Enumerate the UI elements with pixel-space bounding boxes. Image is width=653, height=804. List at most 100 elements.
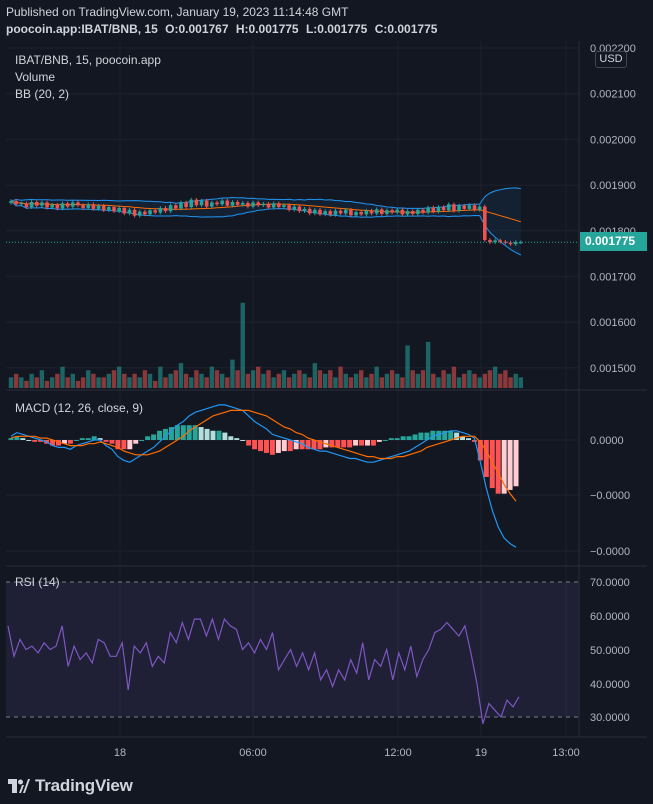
volume-bar: [451, 366, 457, 388]
candle-body: [194, 199, 199, 206]
rsi-axis-label: 60.0000: [590, 611, 630, 623]
volume-bar: [153, 380, 158, 388]
volume-legend[interactable]: Volume: [15, 70, 56, 84]
macd-histogram-bar: [418, 432, 424, 440]
candle-body: [107, 207, 111, 211]
macd-histogram-bar: [424, 432, 430, 440]
volume-bar: [86, 370, 91, 388]
candle-body: [271, 203, 276, 208]
macd-histogram-bar: [246, 440, 252, 446]
volume-bar: [467, 370, 472, 388]
macd-histogram-bar: [115, 440, 121, 450]
volume-bar: [307, 377, 312, 388]
macd-histogram-bar: [394, 438, 400, 440]
volume-bar: [256, 366, 261, 388]
volume-bar: [65, 377, 70, 388]
rsi-line: [7, 617, 520, 724]
candle-body: [374, 209, 379, 214]
volume-bar: [50, 377, 55, 388]
macd-histogram-bar: [442, 430, 448, 440]
main-legend-symbol[interactable]: IBAT/BNB, 15, poocoin.app: [15, 53, 161, 67]
bb-fill: [11, 187, 521, 255]
macd-histogram-bar: [216, 430, 222, 440]
candle-body: [101, 205, 106, 211]
candle-body: [477, 206, 482, 210]
volume-bar: [431, 373, 436, 388]
candle-body: [472, 205, 477, 210]
macd-histogram-bar: [263, 440, 269, 453]
bb-legend[interactable]: BB (20, 2): [15, 87, 70, 101]
candle-body: [318, 209, 322, 215]
price-axis-label: 0.001600: [590, 317, 636, 329]
macd-histogram-bar: [103, 440, 109, 442]
volume-bar: [189, 377, 194, 388]
candle-body: [369, 210, 374, 214]
bb-basis-line: [10, 200, 522, 223]
close-value: 0.001775: [387, 22, 438, 36]
symbol-label: poocoin.app:IBAT/BNB, 15: [6, 22, 158, 36]
macd-histogram-bar: [364, 440, 370, 446]
candle-body: [14, 201, 18, 205]
time-axis-label: 19: [475, 747, 487, 759]
candle-body: [235, 202, 240, 205]
candle-body: [395, 209, 400, 213]
candle-body: [220, 200, 224, 205]
macd-histogram-bar: [436, 430, 442, 440]
volume-bar: [369, 373, 374, 388]
macd-histogram-bar: [329, 440, 335, 448]
candle-body: [230, 202, 235, 206]
volume-bar: [70, 373, 75, 388]
macd-line: [10, 404, 517, 548]
volume-bar: [328, 370, 333, 388]
macd-histogram-bar: [133, 440, 139, 444]
macd-histogram-bar: [139, 440, 145, 441]
candle-body: [400, 209, 405, 215]
volume-bar: [19, 377, 24, 388]
volume-bar: [322, 373, 328, 388]
candle-body: [163, 207, 168, 212]
chart-canvas[interactable]: 0.0022000.0021000.0020000.0019000.001800…: [0, 0, 653, 766]
tradingview-logo-icon: [8, 779, 30, 793]
volume-bar: [34, 377, 39, 388]
close-label: C:: [374, 22, 388, 36]
candle-body: [292, 206, 297, 210]
tradingview-logo[interactable]: TradingView: [8, 776, 133, 796]
macd-histogram-bar: [192, 425, 198, 440]
volume-bar: [374, 366, 379, 388]
volume-bar: [353, 373, 359, 388]
axes: 0.0022000.0021000.0020000.0019000.001800…: [114, 43, 636, 759]
candle-body: [246, 202, 250, 207]
candle-body: [179, 202, 183, 209]
price-axis-label: 0.002100: [590, 89, 636, 101]
volume-bar: [96, 377, 101, 388]
macd-histogram-bar: [56, 440, 62, 446]
last-price-tag: 0.001775: [580, 232, 647, 251]
candle-body: [380, 209, 384, 214]
candle-body: [168, 205, 173, 212]
macd-histogram-bar: [157, 430, 163, 440]
macd-axis-label: −0.0000: [590, 546, 630, 558]
volume-bar: [446, 373, 451, 388]
macd-histogram-bar: [477, 440, 483, 461]
rsi-legend[interactable]: RSI (14): [15, 575, 60, 589]
open-label: O:: [165, 22, 179, 36]
macd-histogram-bar: [341, 440, 347, 448]
time-axis-label: 13:00: [552, 747, 580, 759]
volume-bar: [214, 370, 220, 388]
macd-legend[interactable]: MACD (12, 26, close, 9): [15, 401, 144, 415]
volume-bar: [13, 373, 19, 388]
volume-bar: [348, 377, 354, 388]
macd-histogram-bar: [145, 436, 151, 440]
volume-bars: [8, 302, 524, 388]
macd-histogram-bar: [489, 440, 495, 489]
volume-bar: [39, 370, 45, 388]
candle-body: [204, 200, 209, 207]
volume-bar: [359, 370, 364, 388]
currency-button[interactable]: USD: [595, 51, 627, 68]
candle-body: [385, 210, 389, 214]
volume-bar: [250, 370, 256, 388]
volume-bar: [111, 370, 117, 388]
volume-bar: [333, 377, 338, 388]
macd-histogram-bar: [281, 440, 287, 452]
candle-body: [240, 202, 245, 205]
